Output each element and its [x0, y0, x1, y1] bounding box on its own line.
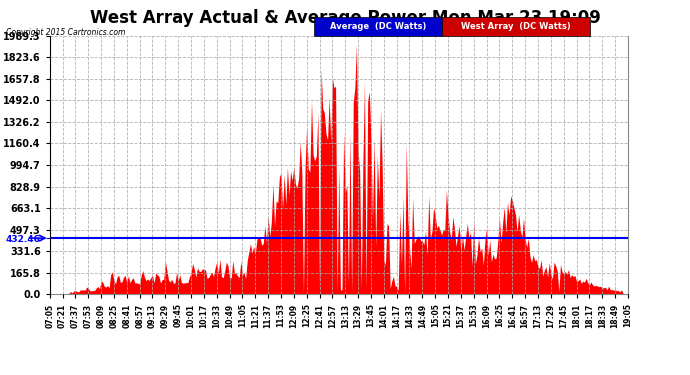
- Text: West Array  (DC Watts): West Array (DC Watts): [461, 22, 571, 31]
- Text: Average  (DC Watts): Average (DC Watts): [330, 22, 426, 31]
- Text: Copyright 2015 Cartronics.com: Copyright 2015 Cartronics.com: [6, 28, 125, 37]
- Text: West Array Actual & Average Power Mon Mar 23 19:09: West Array Actual & Average Power Mon Ma…: [90, 9, 600, 27]
